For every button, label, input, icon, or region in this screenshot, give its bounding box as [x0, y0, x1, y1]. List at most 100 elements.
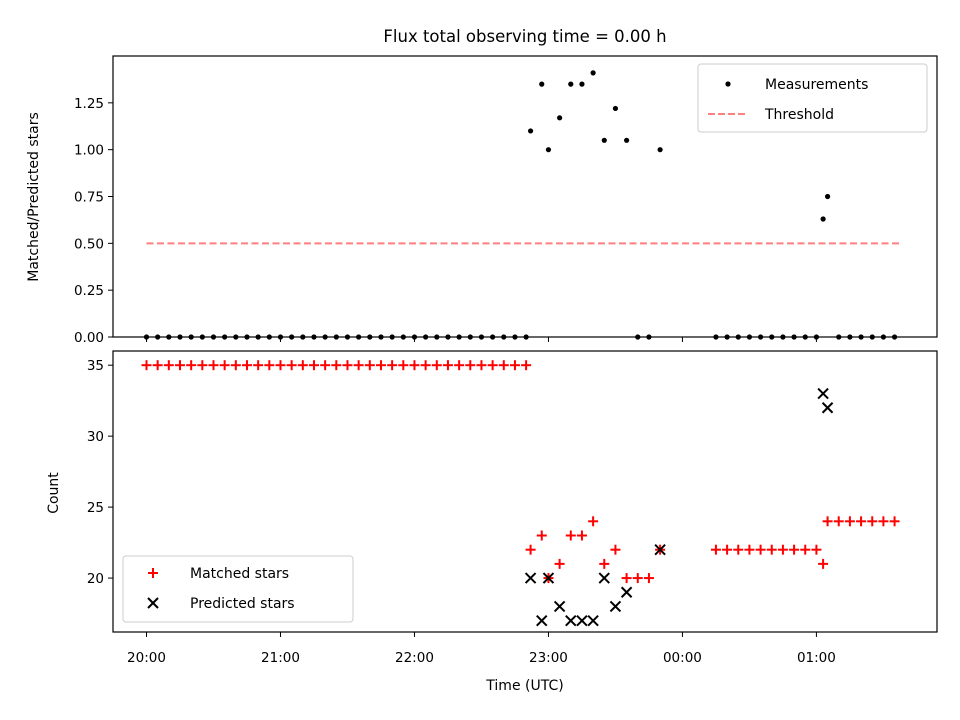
- matched-stars-point: [264, 360, 275, 371]
- matched-stars-point: [576, 530, 587, 541]
- matched-stars-point: [465, 360, 476, 371]
- predicted-stars-point: [576, 614, 588, 627]
- bottom-panel: Count Time (UTC) 20 25 30 35 20:00 21:00 22:00…: [46, 350, 938, 694]
- matched-stars-point: [141, 360, 152, 371]
- legend-threshold-label: Threshold: [764, 107, 834, 123]
- top-plot-frame: [112, 55, 938, 338]
- matched-stars-point: [420, 360, 431, 371]
- measurement-point: [557, 115, 563, 121]
- matched-stars-point: [342, 360, 353, 371]
- x-tick-label: 21:00: [261, 650, 300, 666]
- matched-stars-point: [822, 516, 833, 527]
- bottom-y-tick-label: 30: [87, 429, 104, 445]
- top-y-tick-label: 0.00: [74, 330, 104, 346]
- matched-stars-point: [565, 530, 576, 541]
- matched-stars-point: [174, 360, 185, 371]
- top-y-tick-label: 0.75: [74, 190, 104, 206]
- predicted-stars-point: [609, 600, 622, 613]
- matched-stars-point: [744, 544, 755, 555]
- matched-stars-point: [431, 360, 442, 371]
- matched-stars-point: [364, 360, 375, 371]
- chart-title: Flux total observing time = 0.00 h: [383, 27, 666, 46]
- matched-stars-point: [811, 544, 822, 555]
- predicted-stars-point: [565, 614, 577, 627]
- matched-stars-point: [275, 360, 286, 371]
- matched-stars-point: [889, 516, 900, 527]
- measurement-point: [539, 81, 545, 87]
- top-panel: Flux total observing time = 0.00 h Match…: [26, 27, 938, 346]
- matched-stars-point: [241, 360, 252, 371]
- legend-measurements-label: Measurements: [765, 77, 868, 93]
- top-plot-area: 0.00 0.25 0.50 0.75 1.00 1.25: [74, 70, 900, 346]
- bottom-plot-area: 20 25 30 35 20:00 21:00 22:00 23:00 00:00 01:00: [87, 358, 900, 666]
- predicted-stars-point: [598, 572, 610, 584]
- matched-stars-point: [286, 360, 297, 371]
- matched-stars-point: [163, 360, 174, 371]
- measurement-point: [590, 70, 596, 76]
- matched-stars-point: [152, 360, 163, 371]
- legend-measurements-marker: [725, 81, 731, 87]
- matched-stars-point: [733, 544, 744, 555]
- matched-stars-point: [554, 558, 565, 569]
- predicted-stars-point: [536, 614, 548, 627]
- matched-stars-point: [487, 360, 498, 371]
- legend-predicted-marker: [147, 597, 159, 609]
- top-y-tick-label: 0.50: [74, 236, 104, 252]
- measurement-point: [601, 137, 607, 143]
- matched-stars-point: [710, 544, 721, 555]
- matched-stars-point: [521, 360, 532, 371]
- predicted-stars-point: [821, 402, 834, 414]
- bottom-plot-frame: [112, 350, 938, 633]
- predicted-stars-point: [817, 387, 829, 400]
- predicted-stars-point: [542, 572, 555, 584]
- matched-stars-point: [331, 360, 342, 371]
- predicted-stars-point: [587, 614, 599, 627]
- matched-stars-point: [219, 360, 230, 371]
- legend-predicted-label: Predicted stars: [190, 596, 295, 612]
- bottom-y-tick-label: 25: [87, 500, 104, 516]
- predicted-stars-point: [524, 572, 537, 584]
- matched-stars-point: [833, 516, 844, 527]
- matched-stars-point: [755, 544, 766, 555]
- matched-stars-point: [320, 360, 331, 371]
- matched-stars-point: [777, 544, 788, 555]
- measurement-point: [657, 147, 663, 153]
- legend-matched-marker: [148, 568, 158, 578]
- matched-stars-point: [722, 544, 733, 555]
- predicted-stars-point: [620, 586, 633, 598]
- matched-stars-point: [197, 360, 208, 371]
- matched-stars-point: [230, 360, 241, 371]
- matched-stars-point: [387, 360, 398, 371]
- x-tick-label: 00:00: [663, 650, 702, 666]
- matched-stars-point: [308, 360, 319, 371]
- matched-stars-point: [509, 360, 520, 371]
- top-legend-box: [697, 63, 928, 133]
- top-y-tick-label: 1.25: [74, 96, 104, 112]
- matched-stars-point: [588, 516, 599, 527]
- matched-stars-point: [789, 544, 800, 555]
- matched-stars-point: [353, 360, 364, 371]
- x-tick-label: 01:00: [797, 650, 836, 666]
- matched-stars-point: [409, 360, 420, 371]
- matched-stars-point: [253, 360, 264, 371]
- matched-stars-point: [599, 558, 610, 569]
- matched-stars-point: [208, 360, 219, 371]
- matched-stars-point: [375, 360, 386, 371]
- matched-stars-point: [525, 544, 536, 555]
- measurement-point: [545, 147, 552, 153]
- x-tick-label: 20:00: [127, 650, 166, 666]
- measurement-point: [579, 81, 585, 87]
- predicted-stars-point: [654, 543, 666, 556]
- measurement-point: [612, 105, 619, 112]
- matched-stars-point: [454, 360, 465, 371]
- measurement-point: [568, 81, 574, 87]
- matched-stars-point: [476, 360, 487, 371]
- matched-stars-point: [297, 360, 308, 371]
- x-tick-label: 22:00: [395, 650, 434, 666]
- matched-stars-point: [844, 516, 855, 527]
- bottom-y-tick-label: 20: [87, 571, 104, 587]
- measurement-point: [624, 137, 630, 143]
- matched-stars-point: [856, 516, 867, 527]
- matched-stars-point: [610, 544, 621, 555]
